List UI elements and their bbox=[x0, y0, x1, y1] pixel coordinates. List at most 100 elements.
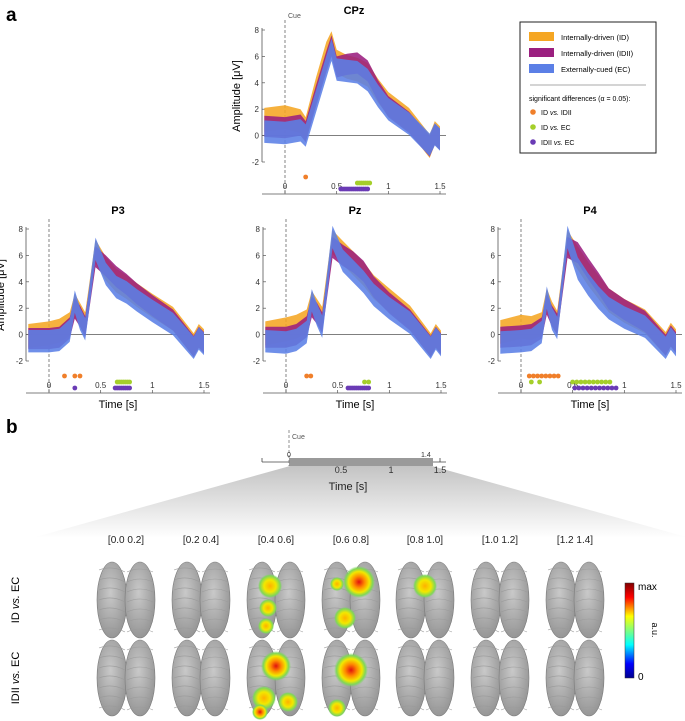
timeline-tick-0-5: 0.5 bbox=[335, 465, 348, 475]
sig-marker bbox=[570, 379, 576, 385]
sig-marker bbox=[578, 379, 584, 385]
x-tick-label: 0.5 bbox=[331, 182, 343, 191]
sig-marker bbox=[362, 379, 367, 385]
colorbar: max 0 a.u. bbox=[624, 582, 660, 683]
activation-blob bbox=[261, 651, 291, 681]
brain-map bbox=[395, 561, 455, 639]
brain-map bbox=[96, 639, 156, 717]
y-tick-label: 2 bbox=[256, 304, 261, 313]
x-tick-label: 1.5 bbox=[435, 381, 447, 390]
activation-blob bbox=[258, 618, 274, 634]
legend-sig-title: significant differences (α = 0.05): bbox=[529, 96, 630, 103]
timeline: Cue 0 1.4 0.5 1 1.5 Time [s] bbox=[32, 430, 685, 538]
sig-marker bbox=[537, 379, 542, 385]
brain-map bbox=[545, 561, 605, 639]
chart-p4: P4 -2 0 2 4 6 8 0 0.5 1 1.5 Time [s] bbox=[488, 205, 682, 411]
brain-map bbox=[171, 639, 231, 717]
x-tick-label: 0.5 bbox=[95, 381, 107, 390]
legend-dot-id-ec bbox=[530, 124, 536, 130]
legend-swatch-id bbox=[529, 32, 554, 41]
y-tick-label: 8 bbox=[255, 26, 260, 35]
sig-marker bbox=[367, 180, 373, 186]
x-tick-label: 0.5 bbox=[567, 381, 579, 390]
sig-marker bbox=[593, 385, 598, 391]
x-tick-label: 1.5 bbox=[434, 182, 446, 191]
series-band-ec bbox=[265, 225, 441, 359]
timeline-tick-1-5: 1.5 bbox=[434, 465, 447, 475]
cue-label: Cue bbox=[288, 13, 301, 20]
window-label: [0.6 0.8] bbox=[333, 535, 369, 546]
sig-marker bbox=[127, 385, 132, 391]
x-tick-label: 1.5 bbox=[670, 381, 682, 390]
sig-marker bbox=[576, 385, 582, 391]
timeline-fan bbox=[32, 466, 685, 538]
x-tick-label: 1 bbox=[622, 381, 627, 390]
activation-blob bbox=[413, 574, 437, 598]
x-tick-label: 0.5 bbox=[332, 381, 344, 390]
y-tick-label: 0 bbox=[491, 331, 496, 340]
activation-blob bbox=[343, 566, 375, 598]
y-tick-label: 0 bbox=[256, 331, 261, 340]
sig-marker bbox=[605, 385, 611, 391]
sig-marker bbox=[308, 373, 314, 379]
legend-sig-id-idii: ID vs. IDII bbox=[541, 110, 572, 117]
y-tick-label: 8 bbox=[256, 225, 261, 234]
timeline-window-bar bbox=[289, 458, 433, 466]
sig-marker bbox=[526, 373, 532, 379]
x-axis-label: Time [s] bbox=[336, 399, 375, 411]
chart-cpz: CPz -2 0 2 4 6 8 Cue Amplitude [μV] 0 0.5 1 1.5 bbox=[231, 5, 446, 195]
y-tick-label: 4 bbox=[491, 278, 496, 287]
sig-marker bbox=[531, 373, 536, 379]
y-tick-label: 2 bbox=[19, 304, 24, 313]
y-axis-label: Amplitude [μV] bbox=[0, 259, 7, 331]
y-tick-label: 0 bbox=[255, 132, 260, 141]
brain-map bbox=[545, 639, 605, 717]
y-tick-label: 4 bbox=[255, 79, 260, 88]
brain-map bbox=[470, 639, 530, 717]
timeline-xlabel: Time [s] bbox=[329, 481, 368, 493]
activation-blob bbox=[334, 607, 356, 629]
chart-title: CPz bbox=[344, 5, 365, 17]
x-tick-label: 0 bbox=[47, 381, 52, 390]
sig-marker bbox=[366, 379, 372, 385]
sig-marker bbox=[572, 385, 578, 391]
window-label: [1.0 1.2] bbox=[482, 535, 518, 546]
chart-title: Pz bbox=[349, 205, 362, 217]
sig-marker bbox=[595, 379, 600, 385]
x-tick-label: 1.5 bbox=[198, 381, 210, 390]
window-label: [0.0 0.2] bbox=[108, 535, 144, 546]
sig-marker bbox=[599, 379, 604, 385]
x-tick-label: 1 bbox=[386, 182, 391, 191]
x-axis-label: Time [s] bbox=[571, 399, 610, 411]
brain-map bbox=[321, 561, 381, 639]
colorbar-gradient bbox=[624, 582, 635, 679]
y-tick-label: 0 bbox=[19, 331, 24, 340]
sig-marker bbox=[303, 174, 309, 180]
sig-marker bbox=[601, 385, 607, 391]
activation-blob bbox=[252, 704, 268, 720]
legend-swatch-ec bbox=[529, 64, 554, 73]
y-tick-label: -2 bbox=[252, 158, 260, 167]
brain-map bbox=[395, 639, 455, 717]
sig-marker bbox=[551, 373, 557, 379]
window-label: [0.2 0.4] bbox=[183, 535, 219, 546]
brain-map bbox=[171, 561, 231, 639]
legend-box bbox=[519, 21, 657, 154]
legend-sig-id-ec: ID vs. EC bbox=[541, 125, 571, 132]
window-label: [0.4 0.6] bbox=[258, 535, 294, 546]
y-tick-label: 6 bbox=[256, 251, 261, 260]
sig-marker bbox=[543, 373, 549, 379]
sig-marker bbox=[535, 373, 540, 379]
legend-dot-id-idii bbox=[530, 109, 536, 115]
sig-marker bbox=[580, 385, 586, 391]
sig-marker bbox=[607, 379, 613, 385]
legend: Internally-driven (ID) Internally-driven… bbox=[519, 21, 657, 154]
legend-label-ec: Externally-cued (EC) bbox=[561, 65, 631, 74]
activation-blob bbox=[252, 686, 276, 710]
legend-label-id: Internally-driven (ID) bbox=[561, 33, 629, 42]
legend-label-idii: Internally-driven (IDII) bbox=[561, 49, 634, 58]
y-tick-label: 6 bbox=[255, 52, 260, 61]
timeline-cue-label: Cue bbox=[292, 434, 305, 441]
brain-map bbox=[321, 639, 381, 717]
